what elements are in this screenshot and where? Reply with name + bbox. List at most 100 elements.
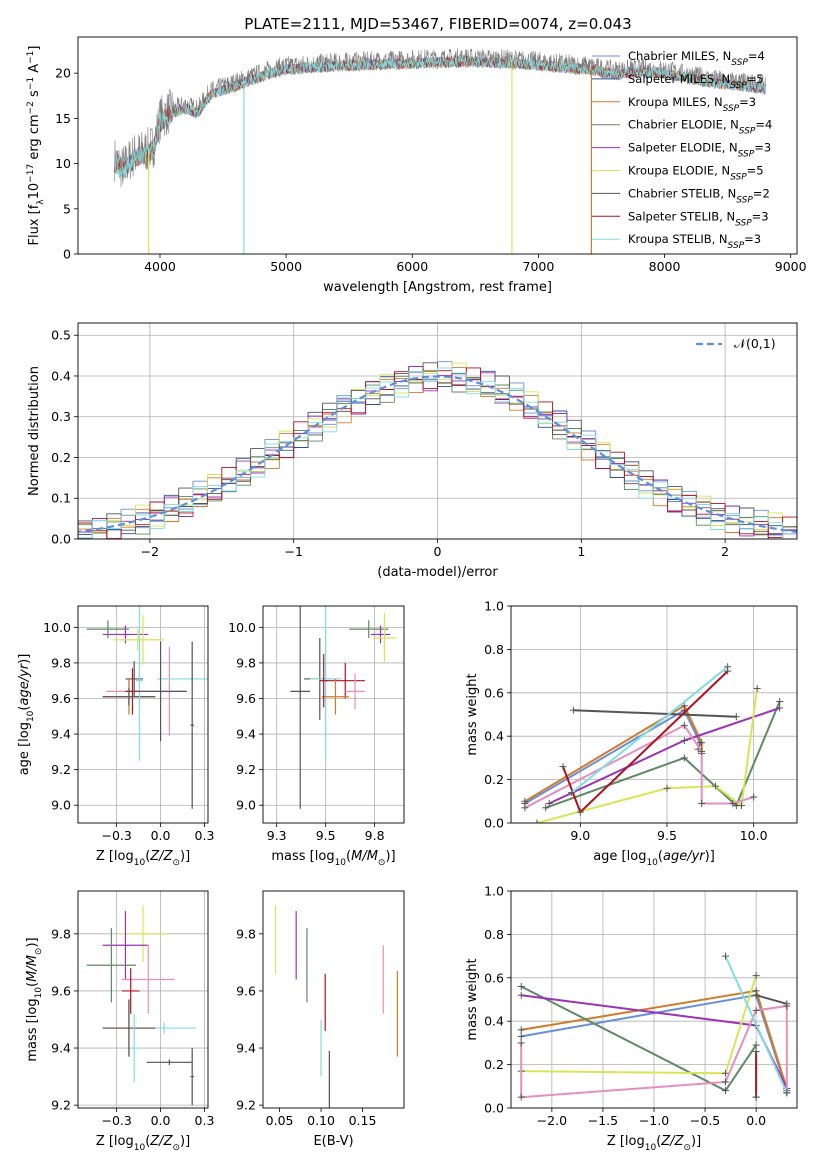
label-part: ⊙ bbox=[172, 1143, 180, 1153]
label-part: SSP bbox=[731, 58, 748, 68]
x-tick-label: 6000 bbox=[396, 259, 428, 274]
label-part: −1 bbox=[26, 77, 36, 90]
legend-nssp: 5 bbox=[756, 164, 763, 178]
label-part: ⊙ bbox=[378, 858, 386, 868]
x-tick-label: 5000 bbox=[270, 259, 302, 274]
axes-frame bbox=[77, 605, 209, 824]
x-tick-label: 0 bbox=[434, 544, 442, 559]
x-axis-label: mass [log10(M/M⊙)] bbox=[271, 849, 395, 868]
y-tick-label: 9.8 bbox=[236, 926, 256, 941]
axes-frame bbox=[77, 322, 798, 540]
y-tick-label: 0.3 bbox=[51, 409, 71, 424]
y-axis-label: mass [log10(M/M⊙)] bbox=[25, 937, 44, 1061]
label-part: SSP bbox=[736, 195, 753, 205]
x-axis-label: Z [log10(Z/Z⊙)] bbox=[607, 1134, 701, 1153]
legend-entry: Kroupa ELODIE, NSSP=5 bbox=[628, 164, 764, 183]
label-part: , N bbox=[712, 232, 728, 246]
normal-curve bbox=[78, 375, 797, 534]
legend-nssp: 4 bbox=[765, 118, 772, 132]
label-part: M/M bbox=[25, 955, 40, 982]
y-tick-label: 0.2 bbox=[51, 450, 71, 465]
y-tick-label: 0.4 bbox=[484, 729, 504, 744]
label-part: 10 bbox=[646, 858, 658, 868]
label-part: SSP bbox=[730, 173, 747, 183]
label-part: Normed distribution bbox=[27, 366, 42, 496]
y-tick-label: 9.6 bbox=[51, 983, 71, 998]
y-axis-label: Normed distribution bbox=[27, 366, 42, 496]
label-part: = bbox=[747, 164, 757, 178]
label-part: ( bbox=[145, 1134, 150, 1149]
legend-nssp: 3 bbox=[761, 209, 768, 223]
y-tick-label: 10.0 bbox=[228, 620, 256, 635]
y-tick-label: 0.4 bbox=[51, 368, 71, 383]
label-part: −1 bbox=[26, 51, 36, 64]
axes-spectrum: 4000 5000 6000 7000 8000 9000 0 5 10 15 20 Chabrier… bbox=[26, 36, 807, 295]
axes-frame bbox=[77, 890, 209, 1109]
x-axis-label: E(B-V) bbox=[313, 1134, 353, 1149]
x-tick-label: −1 bbox=[284, 544, 302, 559]
label-part: ⊙ bbox=[34, 948, 44, 956]
label-part: SSP bbox=[739, 127, 756, 137]
y-tick-label: 1.0 bbox=[484, 599, 504, 614]
label-part: , N bbox=[719, 209, 735, 223]
y-tick-label: 5 bbox=[63, 201, 71, 216]
label-part: mass weight bbox=[465, 673, 480, 755]
label-part: , N bbox=[714, 72, 730, 86]
x-axis-label: (data-model)/error bbox=[377, 565, 498, 580]
x-tick-label: −1.5 bbox=[588, 1113, 618, 1128]
label-part: SSP bbox=[730, 81, 747, 91]
label-part: ] bbox=[27, 46, 42, 51]
label-part: A bbox=[27, 64, 42, 77]
label-part: = bbox=[755, 118, 765, 132]
x-tick-label: 0.15 bbox=[349, 1113, 377, 1128]
mass-weight-line bbox=[724, 955, 788, 1094]
label-part: 10 bbox=[645, 1143, 657, 1153]
label-part: = bbox=[753, 186, 763, 200]
x-axis-label: Z [log10(Z/Z⊙)] bbox=[96, 1134, 190, 1153]
legend-series-name: Salpeter ELODIE bbox=[628, 141, 722, 155]
y-tick-label: 0.6 bbox=[484, 970, 504, 985]
label-part: 10 bbox=[134, 858, 146, 868]
axes-mass_vs_Z: −0.3 0.0 0.39.29.49.69.8Z [log10(Z/Z⊙)]mas… bbox=[25, 890, 215, 1153]
y-tick-label: 9.2 bbox=[51, 762, 71, 777]
label-part: , N bbox=[723, 118, 739, 132]
label-part: Z [log bbox=[96, 849, 134, 864]
y-tick-label: 9.0 bbox=[51, 798, 71, 813]
legend-entry: 𝒩(0,1) bbox=[734, 336, 776, 351]
y-tick-label: 0.8 bbox=[484, 927, 504, 942]
label-part: age/yr bbox=[17, 662, 32, 705]
axes-massweight_vs_age: 9.0 9.5 10.0 0.0 0.2 0.4 0.6 0.8 1.0 age [log10(a… bbox=[465, 599, 798, 868]
mass-weight-line bbox=[573, 709, 737, 718]
histogram-step-line bbox=[78, 367, 797, 539]
plot-area-spectrum bbox=[114, 48, 766, 254]
x-tick-label: −0.3 bbox=[101, 828, 131, 843]
x-tick-label: 0.3 bbox=[195, 1113, 215, 1128]
x-tick-label: 4000 bbox=[144, 259, 176, 274]
y-axis-label: Flux [fλ10−17 erg cm−2 s−1 A−1] bbox=[26, 46, 46, 246]
y-tick-label: 9.4 bbox=[236, 727, 256, 742]
legend-series-name: Salpeter STELIB bbox=[628, 209, 719, 223]
y-tick-label: 0.1 bbox=[51, 491, 71, 506]
legend-entry: Kroupa STELIB, NSSP=3 bbox=[628, 232, 761, 251]
x-axis-label: age [log10(age/yr)] bbox=[593, 849, 715, 868]
label-part: −17 bbox=[26, 164, 36, 183]
x-tick-label: 2 bbox=[721, 544, 729, 559]
legend-nssp: 3 bbox=[754, 232, 761, 246]
y-tick-label: 0.8 bbox=[484, 642, 504, 657]
label-part: SSP bbox=[728, 241, 745, 251]
axes-frame bbox=[510, 890, 798, 1109]
legend-nssp: 2 bbox=[762, 186, 769, 200]
label-part: mass [log bbox=[271, 849, 334, 864]
y-tick-label: 9.6 bbox=[236, 691, 256, 706]
y-axis-label: mass weight bbox=[465, 958, 480, 1040]
x-axis-label: Z [log10(Z/Z⊙)] bbox=[96, 849, 190, 868]
label-part: ( bbox=[346, 849, 351, 864]
label-part: , N bbox=[714, 164, 730, 178]
y-tick-label: 0.0 bbox=[484, 816, 504, 831]
label-part: ⊙ bbox=[683, 1143, 691, 1153]
label-part: ( bbox=[25, 982, 40, 987]
legend-nssp: 3 bbox=[749, 95, 756, 109]
label-part: ( bbox=[658, 849, 663, 864]
mass-weight-line bbox=[562, 670, 729, 814]
legend-series-name: Kroupa MILES bbox=[628, 95, 707, 109]
